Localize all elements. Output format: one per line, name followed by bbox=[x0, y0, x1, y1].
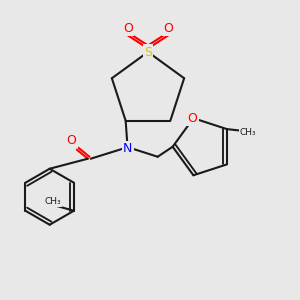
Text: S: S bbox=[144, 46, 152, 59]
Text: O: O bbox=[163, 22, 173, 34]
Text: O: O bbox=[67, 134, 76, 147]
Text: CH₃: CH₃ bbox=[240, 128, 256, 136]
Text: N: N bbox=[123, 142, 132, 155]
Text: O: O bbox=[188, 112, 197, 125]
Text: CH₃: CH₃ bbox=[45, 197, 61, 206]
Text: O: O bbox=[123, 22, 133, 34]
